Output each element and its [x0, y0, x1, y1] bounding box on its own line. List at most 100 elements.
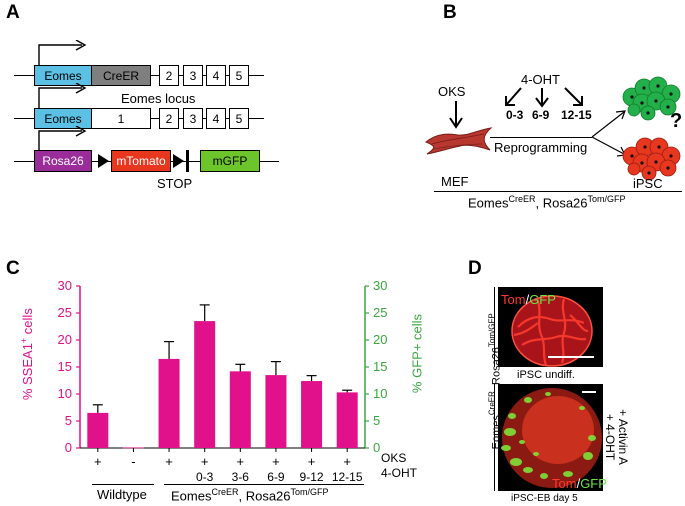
panel-d-letter: D [468, 258, 482, 279]
mef-label: MEF [441, 174, 469, 189]
oks-row-label: OKS [381, 451, 407, 465]
oks-cell: + [272, 454, 280, 469]
bar [229, 371, 251, 448]
row2-exon: 5 [229, 108, 249, 129]
right-tick-label: 15 [373, 359, 387, 374]
ohT-window: 6-9 [532, 108, 550, 122]
panel-c-letter: C [6, 258, 20, 279]
ipsc-undiff-image [498, 287, 603, 367]
row1-creer-box: CreER [91, 65, 151, 86]
ipsc-label: iPSC [633, 176, 663, 191]
side-genotype-label: EomesCreER, Rosa26Tom/GFP [487, 313, 503, 450]
row3-promoter-arrow [38, 126, 87, 152]
stop-bar [186, 150, 189, 172]
mef-cell-icon [425, 127, 493, 155]
genotype-label: EomesCreER, Rosa26Tom/GFP [468, 194, 626, 211]
left-axis-title: % SSEA1+ cells [18, 308, 36, 401]
treatment-label-2: + 4-OHT [603, 413, 617, 461]
oks-label: OKS [438, 84, 466, 99]
side-bracket-bottom [494, 384, 495, 491]
row1-exon: 5 [229, 65, 249, 86]
side-bracket-top [494, 287, 495, 367]
row2-exon1-box: 1 [91, 108, 151, 129]
ohT-label: 4-OHT [521, 72, 560, 87]
bottom-stain-legend: Tom/GFP [552, 476, 607, 491]
right-tick-label: 0 [373, 440, 380, 455]
bar [87, 412, 109, 448]
bar [301, 381, 323, 448]
row2-eomes-box: Eomes [34, 108, 92, 129]
bar [122, 447, 144, 449]
treatment-label-1: + Activin A [616, 409, 630, 465]
ohT-row-label: 4-OHT [381, 466, 417, 480]
bar-series: + - + +0-3+3-6+6-9+9-12+12-15 [80, 304, 365, 484]
ohT-cell: 12-15 [332, 470, 363, 484]
left-tick-label: 0 [65, 440, 72, 455]
genotype-line [434, 191, 682, 192]
oks-cell: + [201, 454, 209, 469]
top-caption: iPSC undiff. [517, 369, 575, 381]
row1-exon: 3 [183, 65, 203, 86]
reprogramming-line [490, 137, 592, 138]
right-tick-label: 20 [373, 332, 387, 347]
right-axis: 0 5 10 15 20 25 30 [364, 278, 387, 455]
left-tick-label: 30 [58, 278, 72, 293]
left-axis: 0 5 10 15 20 25 30 [58, 278, 81, 455]
mgfp-box: mGFP [200, 150, 260, 172]
oks-cell: + [94, 454, 102, 469]
row1-promoter-arrow [38, 40, 87, 66]
panel-a-letter: A [6, 2, 20, 23]
oks-cell: + [165, 454, 173, 469]
row2-exon: 4 [206, 108, 226, 129]
left-tick-label: 10 [58, 386, 72, 401]
right-axis-title: % GFP+ cells [409, 313, 425, 394]
left-tick-label: 20 [58, 332, 72, 347]
row2-exon: 3 [183, 108, 203, 129]
ipsc-eb-image [498, 384, 603, 491]
tomato-colony-icon [622, 137, 681, 181]
bar [336, 392, 358, 448]
right-tick-label: 10 [373, 386, 387, 401]
stop-label: STOP [157, 176, 193, 191]
right-tick-label: 25 [373, 305, 387, 320]
wildtype-group-line [92, 484, 154, 485]
loxp-triangle-icon [173, 154, 184, 168]
top-stain-legend: Tom/GFP [501, 292, 556, 307]
ohT-window: 12-15 [561, 108, 592, 122]
left-tick-label: 5 [65, 413, 72, 428]
left-tick-label: 15 [58, 359, 72, 374]
rosa26-box: Rosa26 [34, 150, 92, 172]
ohT-cell: 6-9 [267, 470, 285, 484]
bar [265, 375, 287, 448]
oks-cell: + [343, 454, 351, 469]
ohT-cell: 3-6 [232, 470, 250, 484]
mutant-group-label: EomesCreER, Rosa26Tom/GFP [171, 487, 329, 504]
ohT-cell: 9-12 [300, 470, 324, 484]
reprogramming-label: Reprogramming [494, 140, 588, 155]
eomes-locus-label: Eomes locus [121, 91, 196, 106]
wildtype-label: Wildtype [97, 487, 147, 502]
row1-exon: 4 [206, 65, 226, 86]
mtomato-box: mTomato [111, 150, 171, 172]
ohT-window: 0-3 [506, 108, 524, 122]
row2-exon: 2 [159, 108, 179, 129]
oks-arrow-icon [449, 101, 463, 129]
row2-promoter-arrow [38, 83, 87, 109]
bar [194, 321, 216, 448]
left-tick-label: 25 [58, 305, 72, 320]
gfp-colony-icon [622, 76, 681, 121]
row1-eomes-box: Eomes [34, 65, 92, 86]
right-tick-label: 5 [373, 413, 380, 428]
bar [158, 358, 180, 448]
loxp-triangle-icon [98, 154, 109, 168]
panel-b-letter: B [443, 2, 457, 23]
bottom-caption: iPSC-EB day 5 [511, 493, 578, 504]
fork-arrows-icon [591, 110, 626, 157]
oks-cell: + [308, 454, 316, 469]
mutant-group-line [164, 484, 364, 485]
ohT-arrows-icon [505, 87, 583, 108]
question-mark: ? [670, 110, 683, 132]
oks-cell: - [131, 454, 135, 469]
row1-exon: 2 [159, 65, 179, 86]
